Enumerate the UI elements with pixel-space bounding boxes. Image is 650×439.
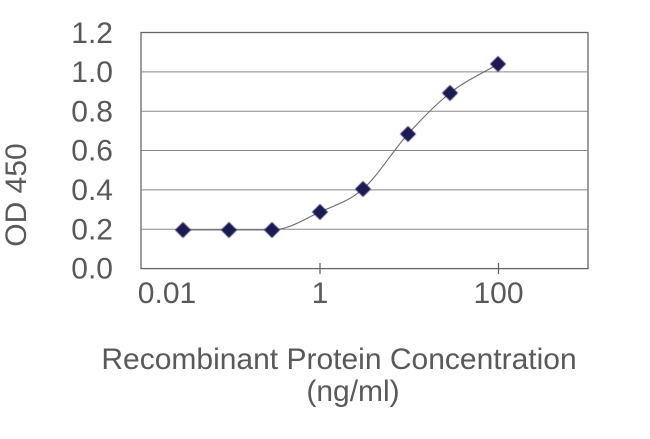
svg-text:0.2: 0.2 [71, 214, 113, 247]
svg-text:Recombinant Protein Concentrat: Recombinant Protein Concentration [101, 343, 576, 376]
svg-text:1.0: 1.0 [71, 56, 113, 89]
svg-text:1.2: 1.2 [71, 17, 113, 50]
svg-text:0.01: 0.01 [138, 277, 196, 310]
svg-text:100: 100 [473, 277, 523, 310]
svg-text:0.4: 0.4 [71, 174, 113, 207]
svg-text:0.8: 0.8 [71, 96, 113, 129]
svg-text:0.0: 0.0 [71, 253, 113, 286]
svg-text:0.6: 0.6 [71, 135, 113, 168]
svg-text:(ng/ml): (ng/ml) [306, 375, 399, 408]
svg-text:1: 1 [312, 277, 329, 310]
